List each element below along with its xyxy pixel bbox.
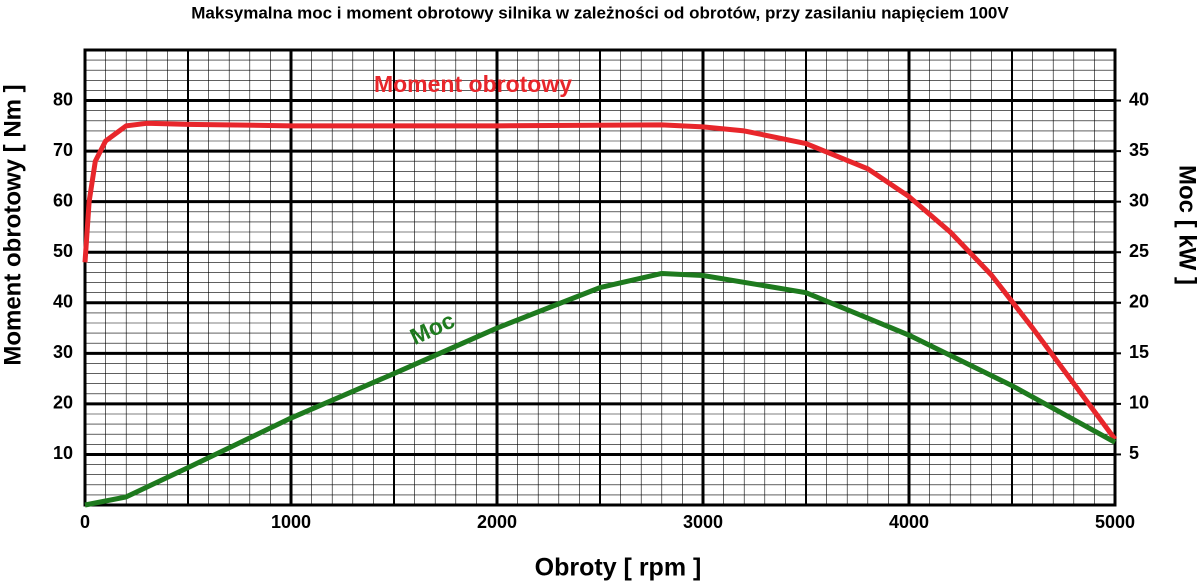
series-label: Moment obrotowy	[374, 71, 572, 97]
x-axis-label: Obroty [ rpm ]	[535, 554, 702, 582]
y-tick-label: 60	[53, 190, 73, 210]
series-line	[84, 270, 1117, 508]
y-tick-label: 20	[53, 393, 73, 413]
y-tick-label: 80	[53, 89, 73, 109]
y-tick-label: 30	[53, 342, 73, 362]
y2-tick-label: 15	[1129, 342, 1149, 362]
y-tick-label: 10	[53, 443, 73, 463]
y2-axis-label: Moc [ kW ]	[1174, 165, 1200, 285]
x-tick-label: 4000	[889, 512, 929, 532]
x-tick-label: 3000	[683, 512, 723, 532]
y-tick-label: 40	[53, 292, 73, 312]
y2-tick-label: 40	[1129, 89, 1149, 109]
y-tick-label: 70	[53, 140, 73, 160]
y2-tick-label: 20	[1129, 292, 1149, 312]
y2-tick-label: 35	[1129, 140, 1149, 160]
y2-tick-label: 10	[1129, 393, 1149, 413]
x-tick-label: 0	[80, 512, 90, 532]
x-tick-label: 5000	[1095, 512, 1135, 532]
y2-tick-label: 30	[1129, 190, 1149, 210]
plot-frame	[83, 48, 1117, 507]
y2-tick-label: 5	[1129, 443, 1139, 463]
y2-tick-label: 25	[1129, 241, 1149, 261]
y-axis-label: Moment obrotowy [ Nm ]	[0, 84, 26, 365]
chart-title: Maksymalna moc i moment obrotowy silnika…	[191, 3, 1009, 22]
x-tick-label: 2000	[477, 512, 517, 532]
series-line	[82, 120, 1118, 441]
y-tick-label: 50	[53, 241, 73, 261]
x-tick-label: 1000	[271, 512, 311, 532]
